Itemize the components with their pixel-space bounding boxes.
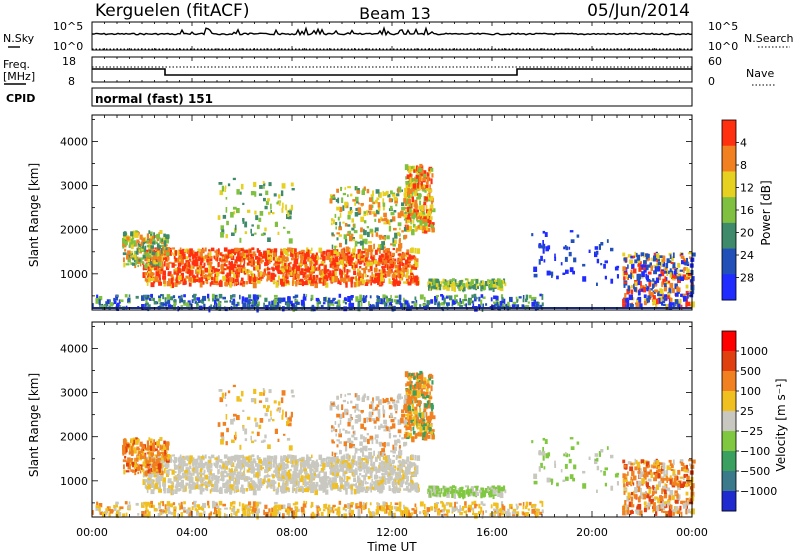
power-colorbar-tick: 16 [740, 204, 754, 217]
power-cbar-label: Power [dB] [759, 180, 773, 245]
velocity-colorbar-swatch [722, 431, 736, 452]
velocity-ytick: 3000 [60, 387, 88, 400]
velocity-colorbar-swatch [722, 451, 736, 472]
power-colorbar-swatch [722, 197, 736, 224]
velocity-ytick: 2000 [60, 431, 88, 444]
freq-label-2: [MHz] [3, 70, 35, 83]
beam-title: Beam 13 [359, 4, 431, 23]
date-title: 05/Jun/2014 [587, 1, 690, 21]
velocity-ylabel: Slant Range [km] [27, 373, 41, 477]
velocity-colorbar-tick: −1000 [740, 485, 777, 498]
nave-tick-bottom: 0 [708, 75, 715, 88]
power-colorbar-tick: 8 [740, 159, 747, 172]
power-ylabel: Slant Range [km] [27, 163, 41, 267]
power-colorbar-swatch [722, 222, 736, 250]
nsky-trace [91, 26, 693, 37]
nsky-tick-bottom: 10^0 [53, 40, 83, 53]
freq-label-1: Freq. [3, 58, 30, 71]
velocity-colorbar-swatch [722, 411, 736, 432]
time-axis-label: Time UT [366, 540, 417, 554]
station-title: Kerguelen (fitACF) [95, 1, 249, 21]
velocity-colorbar-tick: 1000 [740, 345, 768, 358]
velocity-ytick: 1000 [60, 475, 88, 488]
power-ytick: 1000 [60, 268, 88, 281]
velocity-colorbar-tick: −500 [740, 465, 770, 478]
velocity-cbar-label: Velocity [m s⁻¹] [774, 378, 788, 471]
nsky-panel [91, 21, 693, 51]
velocity-colorbar: −1000 −500 −100 −25 25 100 500 1000 [721, 330, 777, 512]
velocity-colorbar-swatch [722, 371, 736, 392]
power-colorbar-swatch [722, 171, 736, 198]
velocity-colorbar-tick: −100 [740, 445, 770, 458]
nsearch-tick-top: 10^5 [708, 20, 738, 33]
velocity-colorbar-tick: 500 [740, 365, 761, 378]
nave-tick-top: 60 [708, 55, 722, 68]
time-tick-label: 20:00 [576, 526, 608, 539]
power-colorbar-swatch [722, 120, 736, 147]
nsky-label: N.Sky [3, 32, 35, 45]
velocity-ytick: 4000 [60, 342, 88, 355]
time-tick-label: 12:00 [376, 526, 408, 539]
power-colorbar-swatch [722, 248, 736, 275]
power-colorbar-tick: 20 [740, 227, 754, 240]
nave-label: Nave [746, 67, 774, 80]
power-colorbar-swatch [722, 145, 736, 172]
nsearch-label: N.Search [744, 32, 794, 45]
power-colorbar-tick: 24 [740, 249, 754, 262]
velocity-colorbar-swatch [722, 391, 736, 412]
velocity-colorbar-swatch [722, 331, 736, 352]
time-tick-label: 04:00 [176, 526, 208, 539]
nsearch-tick-bottom: 10^0 [708, 40, 738, 53]
power-colorbar-tick: 28 [740, 272, 754, 285]
power-colorbar-tick: 4 [740, 137, 747, 150]
power-colorbar-tick: 12 [740, 182, 754, 195]
power-ytick: 4000 [60, 135, 88, 148]
power-ytick: 2000 [60, 224, 88, 237]
nsky-tick-top: 10^5 [53, 20, 83, 33]
velocity-colorbar-swatch [722, 471, 736, 492]
power-colorbar: 28 24 20 16 12 8 4 [721, 119, 754, 301]
time-tick-label: 00:00 [676, 526, 708, 539]
freq-panel [91, 56, 693, 83]
time-tick-label: 00:00 [76, 526, 108, 539]
velocity-colorbar-swatch [722, 351, 736, 372]
freq-trace [92, 68, 692, 76]
freq-tick-bottom: 8 [68, 75, 75, 88]
power-scatter [92, 163, 696, 313]
velocity-colorbar-tick: 100 [740, 385, 761, 398]
velocity-colorbar-swatch [722, 491, 736, 512]
power-ytick: 3000 [60, 180, 88, 193]
cpid-label: CPID [6, 92, 35, 105]
time-tick-label: 08:00 [276, 526, 308, 539]
velocity-colorbar-tick: −25 [740, 425, 763, 438]
cpid-mode: normal (fast) 151 [95, 92, 213, 106]
velocity-scatter [92, 370, 696, 520]
power-colorbar-swatch [722, 274, 736, 301]
time-tick-label: 16:00 [476, 526, 508, 539]
freq-tick-top: 18 [62, 55, 76, 68]
velocity-colorbar-tick: 25 [740, 405, 754, 418]
cpid-panel [91, 87, 693, 107]
